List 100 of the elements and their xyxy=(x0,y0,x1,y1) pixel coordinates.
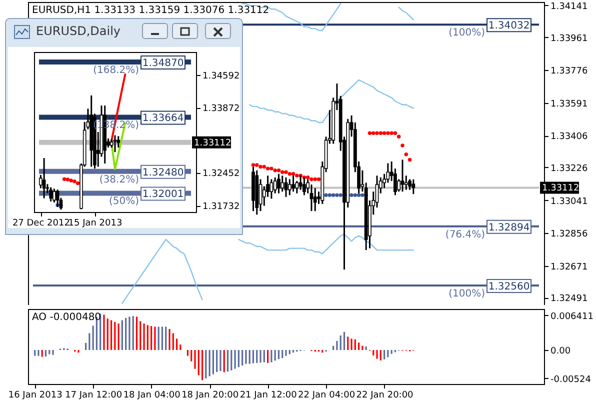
ref-line-label: 1.32001 xyxy=(142,189,184,200)
point xyxy=(371,131,376,135)
annotation: (100%) xyxy=(448,28,486,39)
y-tick-label: 1.33406 xyxy=(550,132,588,142)
candlestick xyxy=(313,187,317,212)
point xyxy=(396,134,401,139)
point xyxy=(69,178,73,182)
ref-line-label: 1.32894 xyxy=(488,222,530,234)
point xyxy=(72,180,76,184)
ref-line-label: 1.32480 xyxy=(142,167,184,178)
candlestick xyxy=(277,173,280,194)
y-tick-label: 1.33591 xyxy=(550,99,588,110)
point xyxy=(356,193,361,198)
ref-line-label: 1.33664 xyxy=(142,113,184,124)
x-tick-label: 16 Jan 2013 xyxy=(8,390,62,400)
candlestick xyxy=(262,186,266,207)
ref-line-label: 1.33112 xyxy=(542,184,580,194)
candlestick xyxy=(404,174,408,191)
point xyxy=(62,177,66,181)
point xyxy=(266,166,270,170)
chart-title: EURUSD,H1 1.33133 1.33159 1.33076 1.33112 xyxy=(32,5,270,16)
y-tick-label: 1.34592 xyxy=(202,71,240,82)
point xyxy=(284,170,288,174)
point xyxy=(404,152,408,156)
candlestick xyxy=(288,178,292,196)
point xyxy=(390,131,394,135)
x-tick-label: 18 Jan 04:00 xyxy=(123,390,181,400)
point xyxy=(306,176,310,180)
candlestick xyxy=(394,168,397,196)
annotation: (168.2%) xyxy=(93,65,140,76)
candlestick xyxy=(90,94,94,168)
point xyxy=(273,168,277,172)
ref-line-label: 1.33112 xyxy=(194,138,232,148)
point xyxy=(382,131,386,135)
point xyxy=(331,193,336,198)
point xyxy=(375,131,379,135)
point xyxy=(335,193,339,198)
point xyxy=(255,163,259,167)
point xyxy=(360,193,364,198)
y-tick-label: 1.32671 xyxy=(550,262,588,272)
point xyxy=(276,168,281,172)
point xyxy=(76,181,80,186)
point xyxy=(378,131,383,135)
point xyxy=(291,172,296,176)
candlestick xyxy=(412,178,416,195)
annotation: (38.2%) xyxy=(99,174,140,186)
chart-title: EURUSD,Daily xyxy=(36,24,121,38)
annotation: (50%) xyxy=(108,196,140,208)
candlestick xyxy=(280,174,284,192)
y-tick-label: 1.33226 xyxy=(550,164,588,174)
candlestick xyxy=(255,170,259,216)
ref-line-label: 1.34032 xyxy=(488,20,530,32)
point xyxy=(393,131,398,135)
point xyxy=(316,177,321,182)
point xyxy=(280,170,284,174)
candlestick xyxy=(270,178,274,200)
point xyxy=(368,131,372,135)
x-tick-label: 15 Jan 2013 xyxy=(68,218,122,228)
y-tick-label: 1.31732 xyxy=(202,202,240,212)
point xyxy=(295,174,299,178)
point xyxy=(288,172,292,176)
candlestick xyxy=(382,173,386,189)
x-tick-label: 21 Jan 12:00 xyxy=(240,390,298,400)
x-tick-label: 22 Jan 20:00 xyxy=(356,390,414,400)
point xyxy=(270,166,274,170)
candlestick xyxy=(273,176,277,194)
y-tick-label: 0.00 xyxy=(550,346,571,357)
x-tick-label: 18 Jan 20:00 xyxy=(182,390,239,400)
y-tick-label: -0.00524 xyxy=(550,374,592,385)
point xyxy=(386,131,390,135)
point xyxy=(328,193,332,198)
y-tick-label: 1.33776 xyxy=(550,66,588,77)
x-tick-label: 27 Dec 2012 xyxy=(12,218,70,228)
annotation: (76.4%) xyxy=(445,229,486,240)
x-tick-label: 22 Jan 04:00 xyxy=(298,390,356,400)
ref-line-label: 1.32560 xyxy=(488,282,530,293)
y-tick-label: 1.32452 xyxy=(202,169,240,180)
point xyxy=(350,193,354,198)
point xyxy=(313,177,317,182)
ref-line-label: 1.34870 xyxy=(142,58,184,70)
y-tick-label: 0.006411 xyxy=(550,312,594,322)
y-tick-label: 1.33872 xyxy=(202,104,240,114)
y-tick-label: 1.33041 xyxy=(550,196,588,207)
point xyxy=(353,193,358,198)
candlestick xyxy=(52,188,56,204)
candlestick xyxy=(332,96,336,145)
point xyxy=(258,164,262,169)
line-series xyxy=(248,79,414,124)
annotation: (100%) xyxy=(448,288,486,300)
point xyxy=(262,164,266,169)
x-tick-label: 17 Jan 12:00 xyxy=(65,390,122,400)
line-series xyxy=(398,6,414,20)
y-tick-label: 1.32856 xyxy=(550,230,588,240)
point xyxy=(408,158,412,162)
point xyxy=(251,163,256,167)
candlestick xyxy=(386,162,390,184)
y-tick-label: 1.32491 xyxy=(550,294,588,304)
y-tick-label: 1.34141 xyxy=(550,2,588,12)
point xyxy=(338,193,342,198)
point xyxy=(400,144,404,148)
